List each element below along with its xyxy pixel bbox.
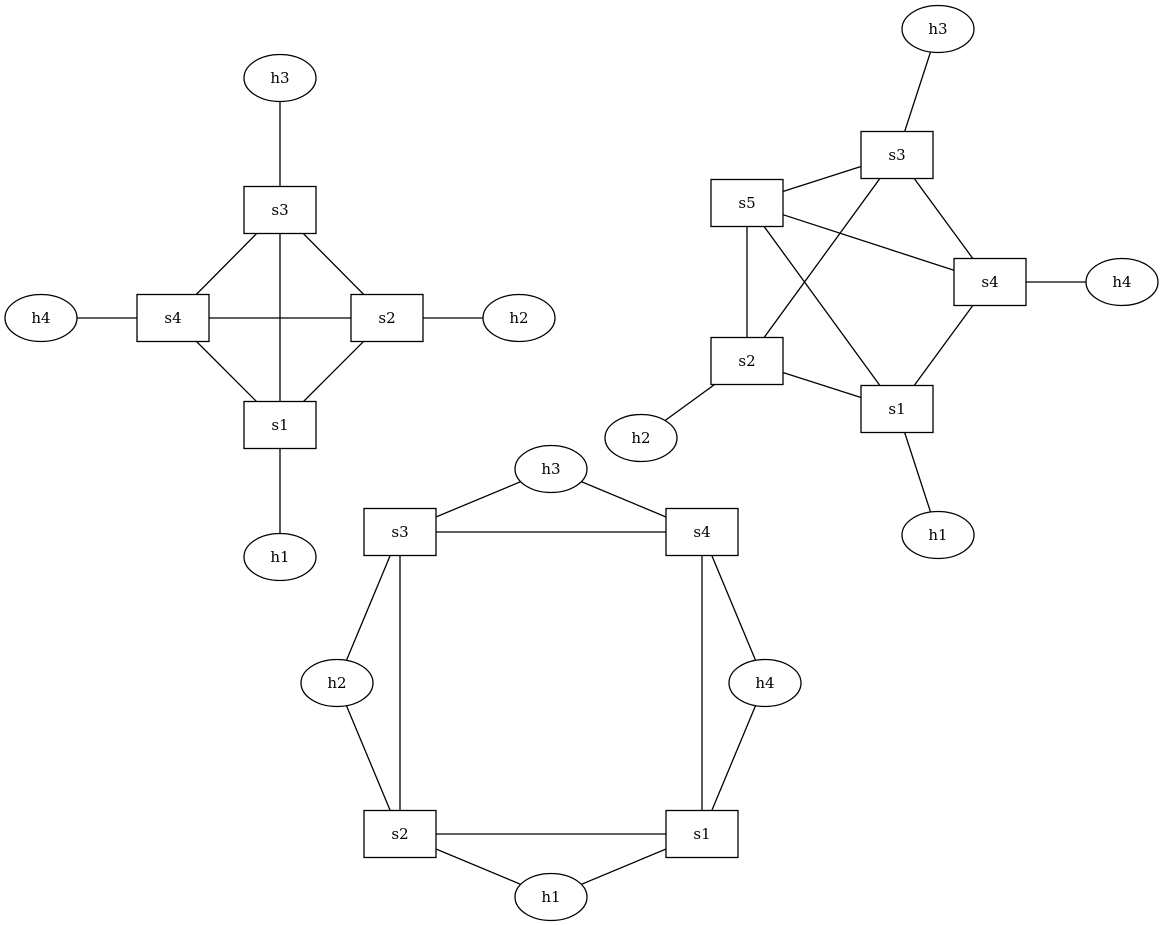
topo-b-node-h3: h3 xyxy=(901,4,975,54)
node-label: s3 xyxy=(391,523,408,541)
topo-c-edge-h4-s1 xyxy=(701,682,766,835)
switch-box xyxy=(243,185,317,235)
topo-c-node-s4: s4 xyxy=(665,507,739,557)
topo-c-edge-h2-s2 xyxy=(336,682,401,835)
host-ellipse xyxy=(4,293,78,343)
switch-box xyxy=(350,293,424,343)
host-ellipse xyxy=(482,293,556,343)
node-label: s2 xyxy=(391,825,408,843)
topo-b-node-h4: h4 xyxy=(1085,257,1159,307)
node-label: h3 xyxy=(928,20,947,38)
topo-c-node-h4: h4 xyxy=(728,658,802,708)
node-label: h2 xyxy=(631,429,650,447)
topo-a-node-h2: h2 xyxy=(482,293,556,343)
node-label: s4 xyxy=(164,309,181,327)
topo-b-node-h2: h2 xyxy=(604,413,678,463)
topo-c-graph: h3 s3 s4 h2 h4 s2 s1 h1 xyxy=(300,444,802,922)
host-ellipse xyxy=(604,413,678,463)
topo-c-node-s2: s2 xyxy=(363,809,437,859)
node-label: s5 xyxy=(738,194,755,212)
topo-c-node-h1: h1 xyxy=(514,872,588,922)
node-label: s1 xyxy=(271,416,288,434)
topo-b-node-s1: s1 xyxy=(860,384,934,434)
node-label: s3 xyxy=(888,146,905,164)
switch-box xyxy=(136,293,210,343)
topo-b-edge-s5-s4 xyxy=(746,202,991,283)
host-ellipse xyxy=(300,658,374,708)
topo-a-node-s3: s3 xyxy=(243,185,317,235)
topo-b-node-s4: s4 xyxy=(953,257,1027,307)
node-label: h1 xyxy=(928,526,947,544)
host-ellipse xyxy=(728,658,802,708)
switch-box xyxy=(710,336,784,386)
topo-c-edge-s4-h4 xyxy=(701,531,766,684)
topo-b-node-h1: h1 xyxy=(901,510,975,560)
node-label: h2 xyxy=(509,309,528,327)
topo-c-node-s3: s3 xyxy=(363,507,437,557)
node-label: h4 xyxy=(31,309,50,327)
switch-box xyxy=(665,809,739,859)
topo-b-edge-s5-s1 xyxy=(746,202,898,410)
node-label: s2 xyxy=(378,309,395,327)
switch-box xyxy=(860,130,934,180)
node-label: h2 xyxy=(327,674,346,692)
topo-b-node-s2: s2 xyxy=(710,336,784,386)
topo-a-node-h4: h4 xyxy=(4,293,78,343)
node-label: h1 xyxy=(541,888,560,906)
switch-box xyxy=(860,384,934,434)
switch-box xyxy=(363,507,437,557)
topo-c-edge-s3-h2 xyxy=(336,531,401,684)
topo-a-node-s4: s4 xyxy=(136,293,210,343)
node-label: h1 xyxy=(270,548,289,566)
topo-c-node-h3: h3 xyxy=(514,444,588,494)
host-ellipse xyxy=(1085,257,1159,307)
switch-box xyxy=(953,257,1027,307)
node-label: s1 xyxy=(693,825,710,843)
switch-box xyxy=(710,178,784,228)
topo-a-node-h1: h1 xyxy=(243,532,317,582)
topo-a-node-s2: s2 xyxy=(350,293,424,343)
host-ellipse xyxy=(514,444,588,494)
node-label: s1 xyxy=(888,400,905,418)
topo-b-node-s5: s5 xyxy=(710,178,784,228)
node-label: s4 xyxy=(693,523,710,541)
node-label: h3 xyxy=(270,69,289,87)
topo-b-edge-s3-s2 xyxy=(746,154,898,362)
topo-b-graph: h3 s3 s5 s4 h4 s2 s1 h2 h1 xyxy=(604,4,1159,560)
topo-c-node-s1: s1 xyxy=(665,809,739,859)
topo-a-node-h3: h3 xyxy=(243,53,317,103)
switch-box xyxy=(243,400,317,450)
switch-box xyxy=(363,809,437,859)
nodes-layer: h3 s3 h4 s4 s2 h2 s1 h1 h3 s3 s5 s4 h4 s2 s1 h2 h1 h3 s3 s4… xyxy=(4,4,1159,922)
node-label: h4 xyxy=(755,674,774,692)
topo-a-node-s1: s1 xyxy=(243,400,317,450)
node-label: s3 xyxy=(271,201,288,219)
topo-b-node-s3: s3 xyxy=(860,130,934,180)
host-ellipse xyxy=(514,872,588,922)
host-ellipse xyxy=(901,510,975,560)
switch-box xyxy=(665,507,739,557)
host-ellipse xyxy=(243,53,317,103)
topo-c-node-h2: h2 xyxy=(300,658,374,708)
node-label: h3 xyxy=(541,460,560,478)
node-label: s4 xyxy=(981,273,998,291)
host-ellipse xyxy=(243,532,317,582)
host-ellipse xyxy=(901,4,975,54)
node-label: h4 xyxy=(1112,273,1131,291)
topo-a-graph: h3 s3 h4 s4 s2 h2 s1 h1 xyxy=(4,53,556,582)
node-label: s2 xyxy=(738,352,755,370)
